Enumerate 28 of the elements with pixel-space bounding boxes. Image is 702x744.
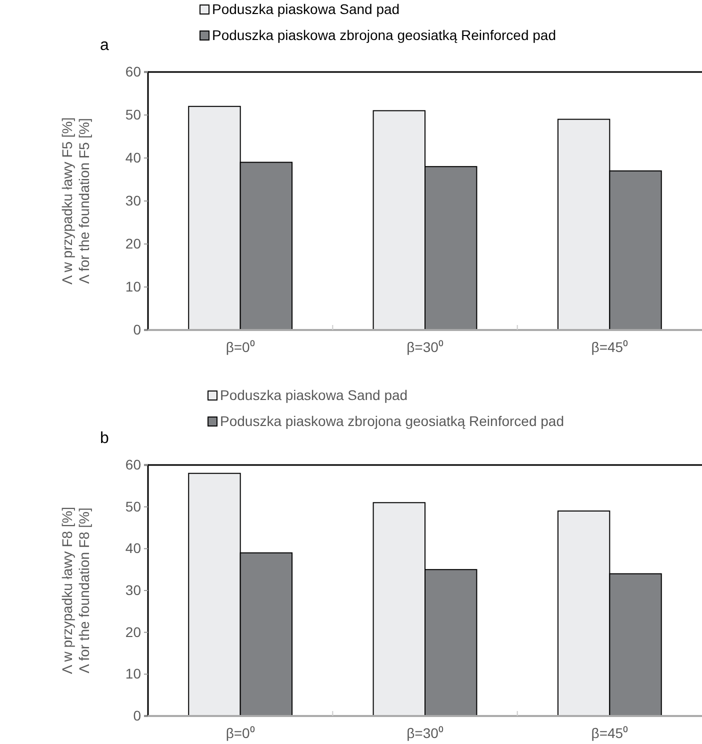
chart-title: a [100,37,109,54]
legend-label: Poduszka piaskowa zbrojona geosiatką Reinforced pad [212,27,556,43]
x-tick-label: β=45⁰ [591,724,628,741]
y-axis-title: Λ w przypadku ławy F8 [%] Λ for the foundation F8 [%] [59,506,92,674]
y-tick-label: 50 [125,498,142,514]
y-tick-label: 30 [125,192,142,208]
legend-label: Poduszka piaskowa zbrojona geosiatką Reinforced pad [220,413,564,429]
x-tick-label: β=45⁰ [591,338,628,355]
y-tick-label: 50 [125,106,142,122]
y-tick-label: 20 [125,235,142,252]
y-tick-label: 60 [125,456,142,472]
y-tick-label: 30 [125,582,142,598]
x-tick-label: β=0⁰ [226,724,255,741]
y-tick-label: 40 [125,149,142,166]
y-tick-label: 0 [133,707,142,724]
y-tick-label: 20 [125,624,142,640]
y-tick-label: 10 [125,666,142,682]
y-tick-label: 10 [125,278,142,294]
legend-label: Poduszka piaskowa Sand pad [220,387,408,403]
chart-title: b [100,430,109,447]
x-tick-label: β=30⁰ [406,338,444,355]
y-tick-label: 0 [133,321,142,338]
y-tick-label: 60 [125,63,142,80]
y-axis-title: Λ w przypadku ławy F5 [%] Λ for the foundation F5 [%] [59,117,92,285]
y-tick-label: 40 [125,540,142,556]
x-tick-label: β=30⁰ [406,724,444,741]
x-tick-label: β=0⁰ [226,338,255,355]
legend-label: Poduszka piaskowa Sand pad [212,1,400,17]
